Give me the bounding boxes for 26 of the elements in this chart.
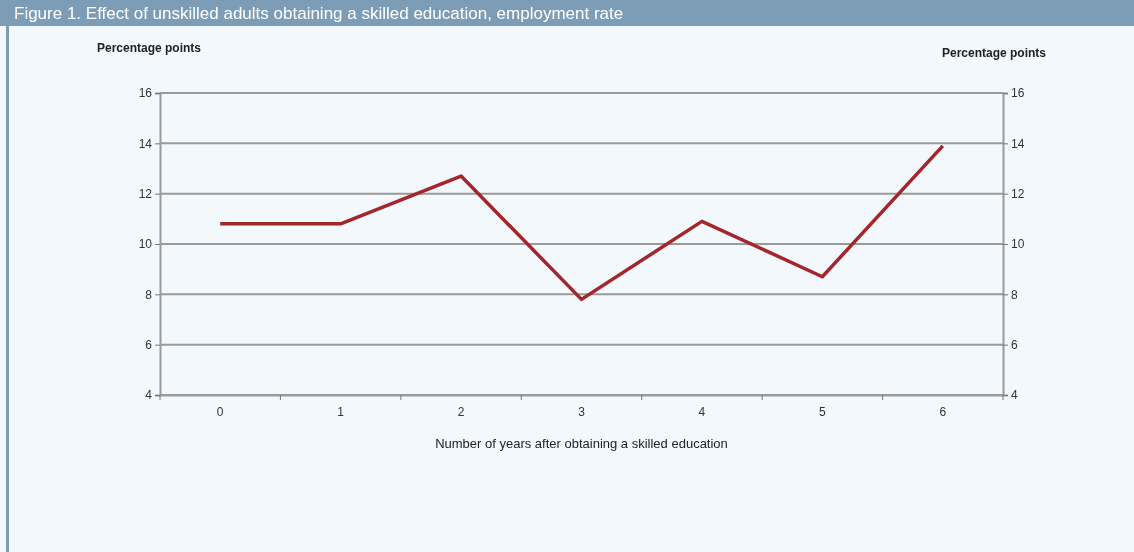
x-tick-label: 1 [337, 404, 345, 419]
chart-title: Figure 1. Effect of unskilled adults obtaining a skilled education, employment rate [14, 4, 624, 23]
x-tick-label: 0 [216, 404, 224, 419]
y-tick-label: 4 [145, 388, 153, 403]
line-series [218, 144, 945, 302]
y-tick-label: 16 [138, 86, 153, 101]
y2-axis-title: Percentage points [941, 46, 1047, 60]
y2-tick-label: 12 [1011, 187, 1025, 202]
y-tick-label: 10 [138, 237, 153, 252]
y-axis-title: Percentage points [97, 41, 202, 55]
y-tick-label: 12 [138, 187, 153, 202]
x-tick-label: 5 [819, 404, 827, 419]
x-tick-label: 6 [939, 404, 947, 419]
y2-tick-label: 4 [1011, 388, 1018, 403]
y2-tick-label: 10 [1011, 237, 1025, 252]
y-tick-label: 8 [145, 287, 153, 302]
x-tick-label: 3 [578, 404, 586, 419]
x-tick-label: 2 [457, 404, 465, 419]
y-tick-label: 14 [138, 136, 153, 151]
y2-tick-label: 6 [1011, 338, 1018, 353]
x-tick-label: 4 [698, 404, 706, 419]
y2-tick-label: 14 [1011, 136, 1025, 151]
y2-tick-label: 8 [1011, 287, 1018, 302]
y-tick-label: 6 [145, 338, 153, 353]
y2-tick-label: 16 [1011, 86, 1025, 101]
x-axis-title: Number of years after obtaining a skilled education [435, 436, 728, 451]
